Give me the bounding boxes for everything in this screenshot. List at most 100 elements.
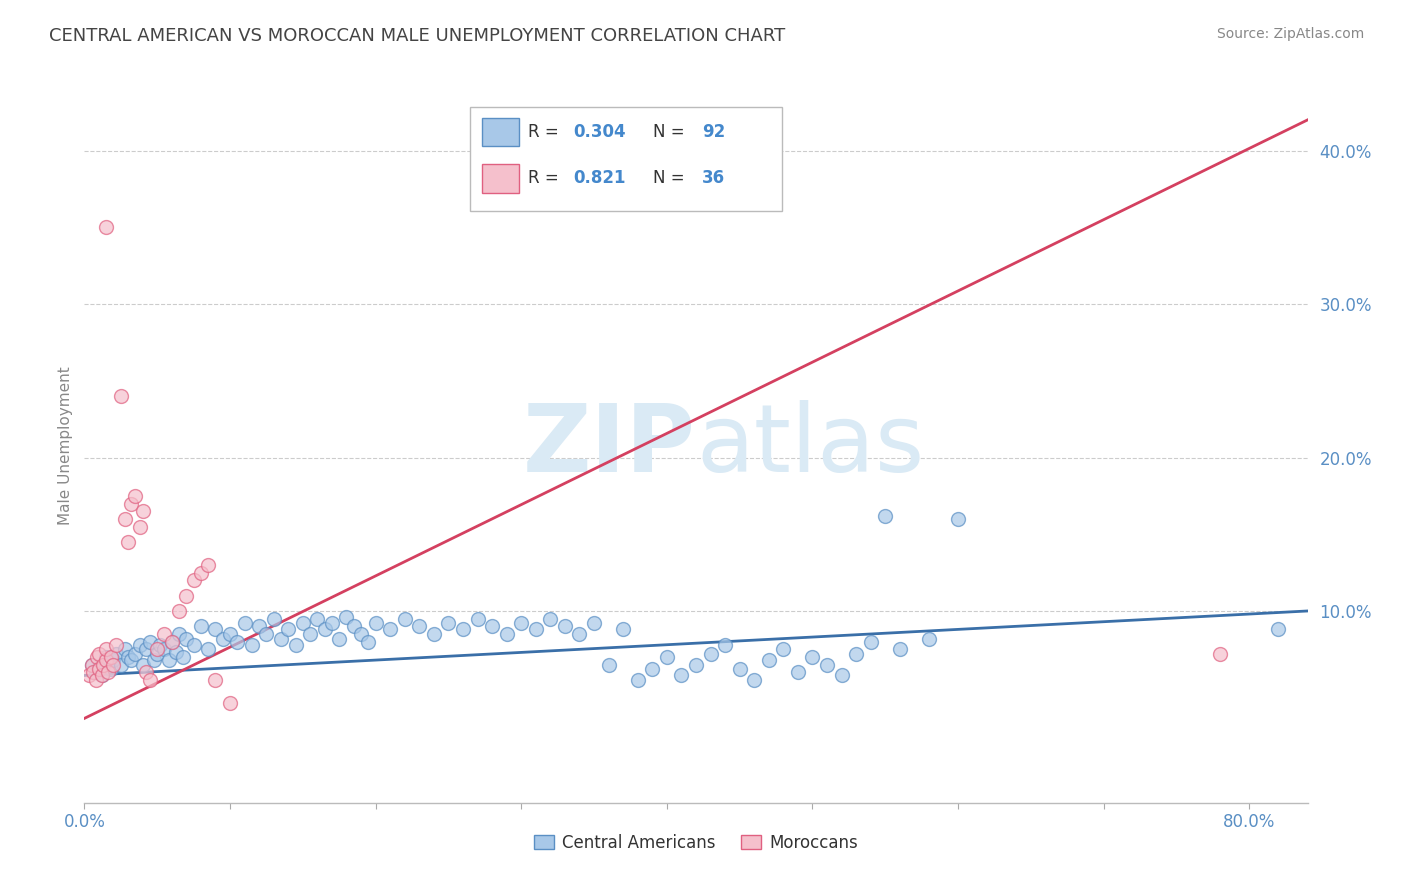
Point [772,642,794,657]
Point [96,650,118,665]
Point [128,519,150,533]
Text: ZIP: ZIP [523,400,696,492]
Point [124,647,146,661]
Text: R =: R = [529,169,564,187]
Point [165,645,187,659]
Text: 36: 36 [702,169,725,187]
Point [103,653,125,667]
Point [124,489,146,503]
Point [160,634,183,648]
Point [240,638,263,652]
Bar [482,118,519,146]
Point [84,665,107,680]
Point [160,634,183,648]
Point [554,619,576,633]
Point [524,623,547,637]
Point [204,673,226,687]
Point [1209,647,1232,661]
Point [343,619,366,633]
Point [510,616,533,631]
Point [105,647,128,661]
Text: 92: 92 [702,123,725,141]
Point [758,653,780,667]
Point [307,612,329,626]
Point [204,623,226,637]
Point [91,657,114,672]
Point [82,665,104,680]
Point [612,623,634,637]
Point [335,610,357,624]
Point [831,668,853,682]
Point [889,642,911,657]
Point [641,662,664,676]
Point [875,508,897,523]
Point [437,616,460,631]
Point [467,612,489,626]
Point [103,657,125,672]
Text: N =: N = [654,123,690,141]
Point [114,642,136,657]
Point [110,389,132,403]
Point [84,673,107,687]
Point [87,647,110,661]
Text: N =: N = [654,169,690,187]
Y-axis label: Male Unemployment: Male Unemployment [58,367,73,525]
Point [742,673,765,687]
Point [135,642,157,657]
Point [197,558,219,572]
Point [263,612,285,626]
Point [105,638,128,652]
Point [128,638,150,652]
Point [859,634,882,648]
Point [655,650,678,665]
Point [131,657,153,672]
Point [146,647,169,661]
Text: CENTRAL AMERICAN VS MOROCCAN MALE UNEMPLOYMENT CORRELATION CHART: CENTRAL AMERICAN VS MOROCCAN MALE UNEMPL… [49,27,786,45]
Point [183,638,205,652]
Point [380,623,402,637]
Point [291,616,314,631]
Point [538,612,561,626]
Point [685,657,707,672]
Point [568,627,591,641]
Point [110,657,132,672]
Point [598,657,620,672]
Point [787,665,810,680]
Text: Source: ZipAtlas.com: Source: ZipAtlas.com [1216,27,1364,41]
Point [114,512,136,526]
Point [328,632,350,646]
Text: 0.821: 0.821 [574,169,626,187]
Point [120,653,142,667]
Point [219,627,242,641]
Point [423,627,446,641]
Point [284,638,307,652]
Point [190,619,212,633]
Point [87,662,110,676]
Point [671,668,693,682]
Point [157,653,180,667]
Point [270,632,292,646]
Point [247,619,270,633]
Point [146,642,169,657]
Point [583,616,606,631]
Point [481,619,503,633]
Point [86,650,108,665]
Bar [482,164,519,193]
FancyBboxPatch shape [470,107,782,211]
Point [350,627,373,641]
Point [90,668,112,682]
Point [100,650,122,665]
Point [211,632,233,646]
Text: 0.304: 0.304 [574,123,626,141]
Point [96,653,118,667]
Point [946,512,969,526]
Point [80,657,103,672]
Point [174,589,197,603]
Point [918,632,941,646]
Text: atlas: atlas [696,400,924,492]
Point [845,647,868,661]
Point [131,504,153,518]
Point [357,634,380,648]
Point [96,642,118,657]
Point [299,627,322,641]
